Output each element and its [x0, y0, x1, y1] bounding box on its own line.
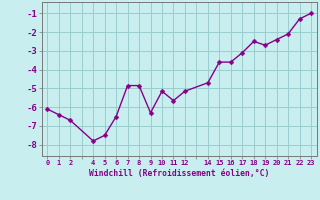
X-axis label: Windchill (Refroidissement éolien,°C): Windchill (Refroidissement éolien,°C) [89, 169, 269, 178]
